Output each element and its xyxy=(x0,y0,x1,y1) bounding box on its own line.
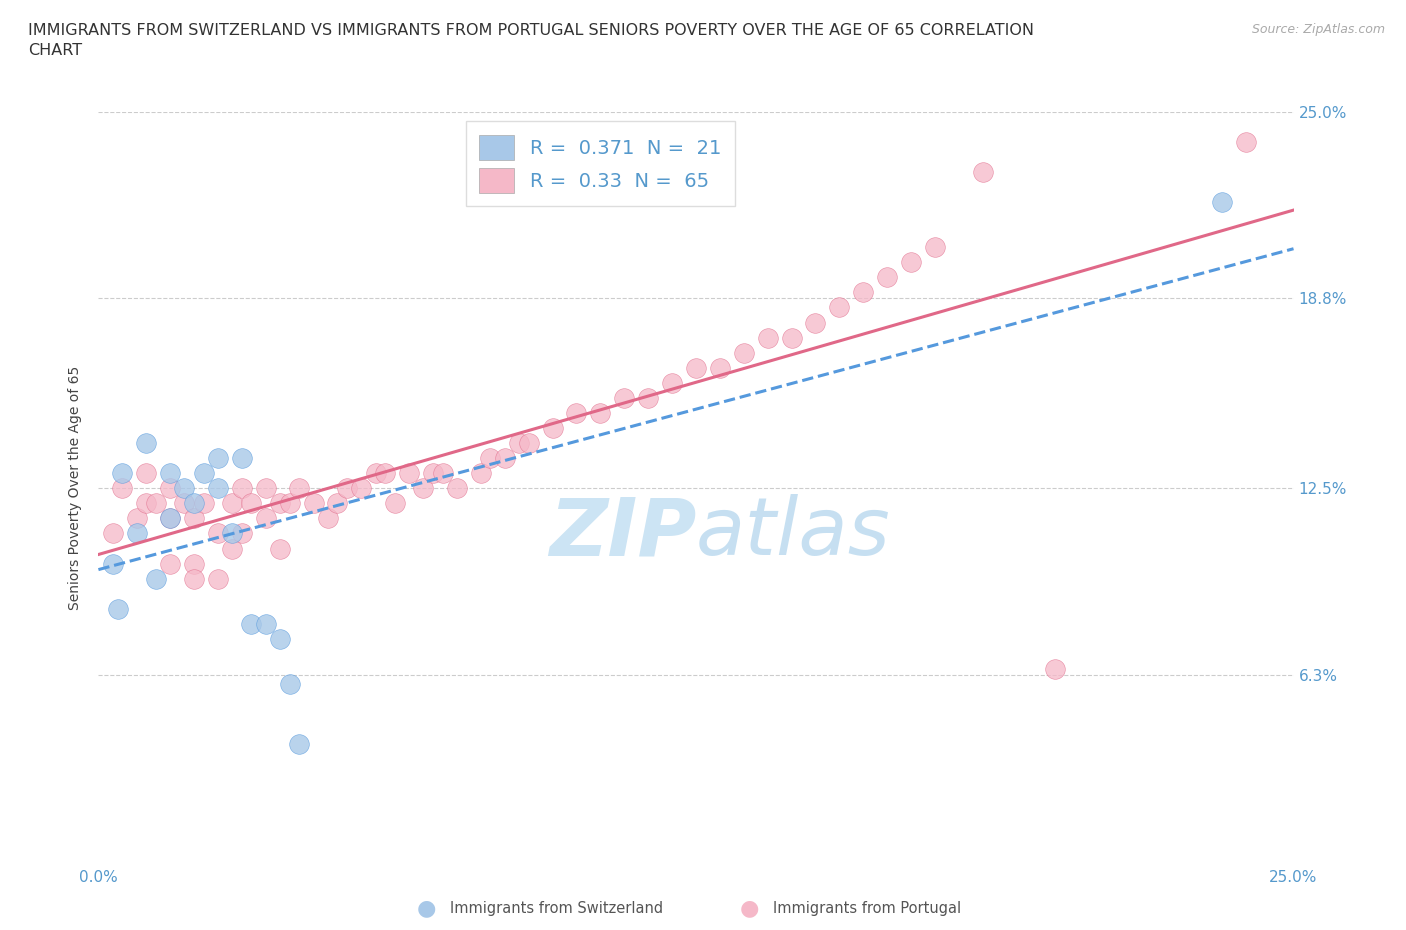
Point xyxy=(207,571,229,586)
Point xyxy=(159,481,181,496)
Point xyxy=(207,481,229,496)
Point xyxy=(193,496,215,511)
Point xyxy=(432,466,454,481)
Point xyxy=(193,466,215,481)
Point xyxy=(173,481,195,496)
Text: ZIP: ZIP xyxy=(548,495,696,573)
Text: atlas: atlas xyxy=(696,495,891,573)
Text: Immigrants from Portugal: Immigrants from Portugal xyxy=(773,901,962,916)
Point xyxy=(326,496,349,511)
Point xyxy=(240,617,263,631)
Point xyxy=(1234,134,1257,149)
Point xyxy=(470,466,492,481)
Point xyxy=(159,556,181,571)
Point xyxy=(269,496,291,511)
Point xyxy=(733,345,755,360)
Point xyxy=(254,617,277,631)
Point xyxy=(876,270,898,285)
Point xyxy=(1211,194,1233,209)
Point xyxy=(231,481,253,496)
Point xyxy=(565,405,588,420)
Point xyxy=(269,541,291,556)
Point xyxy=(111,481,134,496)
Point xyxy=(508,435,530,450)
Point xyxy=(240,496,263,511)
Point xyxy=(107,602,129,617)
Point xyxy=(852,285,875,299)
Point xyxy=(709,360,731,375)
Point xyxy=(316,511,339,525)
Point xyxy=(183,571,205,586)
Point xyxy=(972,165,994,179)
Text: ●: ● xyxy=(416,898,436,919)
Point xyxy=(517,435,540,450)
Point xyxy=(288,481,311,496)
Point xyxy=(756,330,779,345)
Point xyxy=(231,526,253,541)
Point xyxy=(101,526,124,541)
Point xyxy=(101,556,124,571)
Point xyxy=(637,391,659,405)
Point xyxy=(221,496,243,511)
Point xyxy=(183,556,205,571)
Point xyxy=(613,391,636,405)
Point xyxy=(900,255,922,270)
Point xyxy=(541,420,564,435)
Point xyxy=(412,481,434,496)
Point xyxy=(183,511,205,525)
Legend: R =  0.371  N =  21, R =  0.33  N =  65: R = 0.371 N = 21, R = 0.33 N = 65 xyxy=(465,121,735,206)
Point xyxy=(479,451,502,466)
Point xyxy=(780,330,803,345)
Point xyxy=(685,360,707,375)
Point xyxy=(302,496,325,511)
Point xyxy=(207,526,229,541)
Point xyxy=(159,511,181,525)
Point xyxy=(924,240,946,255)
Point xyxy=(145,496,167,511)
Point xyxy=(384,496,406,511)
Point xyxy=(221,541,243,556)
Point xyxy=(159,511,181,525)
Point xyxy=(159,466,181,481)
Point xyxy=(828,300,851,315)
Point xyxy=(661,376,683,391)
Point xyxy=(589,405,612,420)
Point xyxy=(288,737,311,751)
Point xyxy=(374,466,396,481)
Point xyxy=(364,466,387,481)
Point xyxy=(336,481,359,496)
Point xyxy=(422,466,444,481)
Point xyxy=(254,481,277,496)
Point xyxy=(125,526,148,541)
Point xyxy=(145,571,167,586)
Point xyxy=(398,466,420,481)
Point xyxy=(278,677,301,692)
Point xyxy=(135,466,157,481)
Point xyxy=(173,496,195,511)
Text: Immigrants from Switzerland: Immigrants from Switzerland xyxy=(450,901,664,916)
Point xyxy=(207,451,229,466)
Point xyxy=(278,496,301,511)
Point xyxy=(350,481,373,496)
Point xyxy=(269,631,291,646)
Point xyxy=(446,481,468,496)
Text: IMMIGRANTS FROM SWITZERLAND VS IMMIGRANTS FROM PORTUGAL SENIORS POVERTY OVER THE: IMMIGRANTS FROM SWITZERLAND VS IMMIGRANT… xyxy=(28,23,1035,58)
Point xyxy=(135,496,157,511)
Point xyxy=(1043,661,1066,676)
Point xyxy=(125,511,148,525)
Point xyxy=(231,451,253,466)
Point xyxy=(494,451,516,466)
Point xyxy=(221,526,243,541)
Point xyxy=(183,496,205,511)
Point xyxy=(111,466,134,481)
Text: Source: ZipAtlas.com: Source: ZipAtlas.com xyxy=(1251,23,1385,36)
Point xyxy=(254,511,277,525)
Y-axis label: Seniors Poverty Over the Age of 65: Seniors Poverty Over the Age of 65 xyxy=(69,366,83,610)
Point xyxy=(135,435,157,450)
Text: ●: ● xyxy=(740,898,759,919)
Point xyxy=(804,315,827,330)
